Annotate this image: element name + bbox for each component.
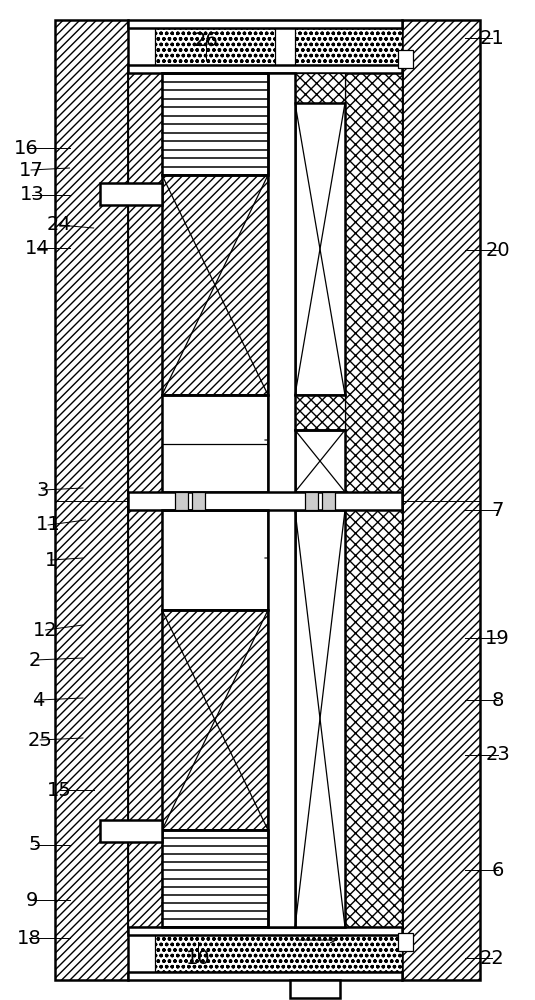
Bar <box>128 927 402 935</box>
Text: 3: 3 <box>36 481 49 499</box>
Bar <box>128 73 162 927</box>
Bar <box>305 492 318 510</box>
Bar <box>192 492 205 510</box>
Bar <box>55 20 128 980</box>
Bar <box>398 50 413 68</box>
Bar <box>100 820 162 842</box>
Bar <box>295 28 402 65</box>
Bar <box>128 65 402 73</box>
Bar <box>162 395 268 492</box>
Text: 4: 4 <box>32 690 45 710</box>
Bar <box>162 830 268 927</box>
Bar <box>268 73 295 927</box>
Text: 19: 19 <box>485 629 510 648</box>
Bar <box>402 20 480 980</box>
Text: 5: 5 <box>28 836 41 854</box>
Bar <box>295 103 345 395</box>
Bar <box>100 183 162 205</box>
Text: 11: 11 <box>36 516 60 534</box>
Text: 25: 25 <box>28 730 52 750</box>
Bar <box>295 395 345 430</box>
Bar <box>295 430 345 492</box>
Text: 1: 1 <box>44 550 57 570</box>
Bar <box>295 510 345 927</box>
Bar <box>162 610 268 830</box>
Bar <box>398 933 413 951</box>
Bar <box>128 972 402 980</box>
Text: 14: 14 <box>25 238 50 257</box>
Bar <box>128 20 402 28</box>
Text: 10: 10 <box>186 948 210 968</box>
Text: 17: 17 <box>19 160 43 180</box>
Text: 26: 26 <box>194 30 218 49</box>
Text: 16: 16 <box>14 138 39 157</box>
Bar <box>322 492 335 510</box>
Bar <box>290 980 340 998</box>
Text: 12: 12 <box>33 620 58 640</box>
Bar <box>162 73 268 175</box>
Text: 8: 8 <box>491 690 504 710</box>
Text: 21: 21 <box>480 28 505 47</box>
Text: 22: 22 <box>480 948 505 968</box>
Bar <box>155 935 402 972</box>
Text: 23: 23 <box>485 746 510 764</box>
Text: 13: 13 <box>20 186 44 205</box>
Text: 7: 7 <box>491 500 504 520</box>
Text: 15: 15 <box>47 780 71 800</box>
Text: 20: 20 <box>485 240 510 259</box>
Text: 2: 2 <box>28 650 41 670</box>
Text: 9: 9 <box>26 890 39 910</box>
Bar <box>295 73 345 103</box>
Text: 6: 6 <box>491 860 504 880</box>
Bar <box>175 492 188 510</box>
Text: 18: 18 <box>17 928 42 948</box>
Bar <box>162 510 268 610</box>
Text: 24: 24 <box>47 216 71 234</box>
Bar <box>345 73 402 927</box>
Bar <box>162 175 268 395</box>
Bar <box>128 492 402 510</box>
Bar <box>155 28 275 65</box>
